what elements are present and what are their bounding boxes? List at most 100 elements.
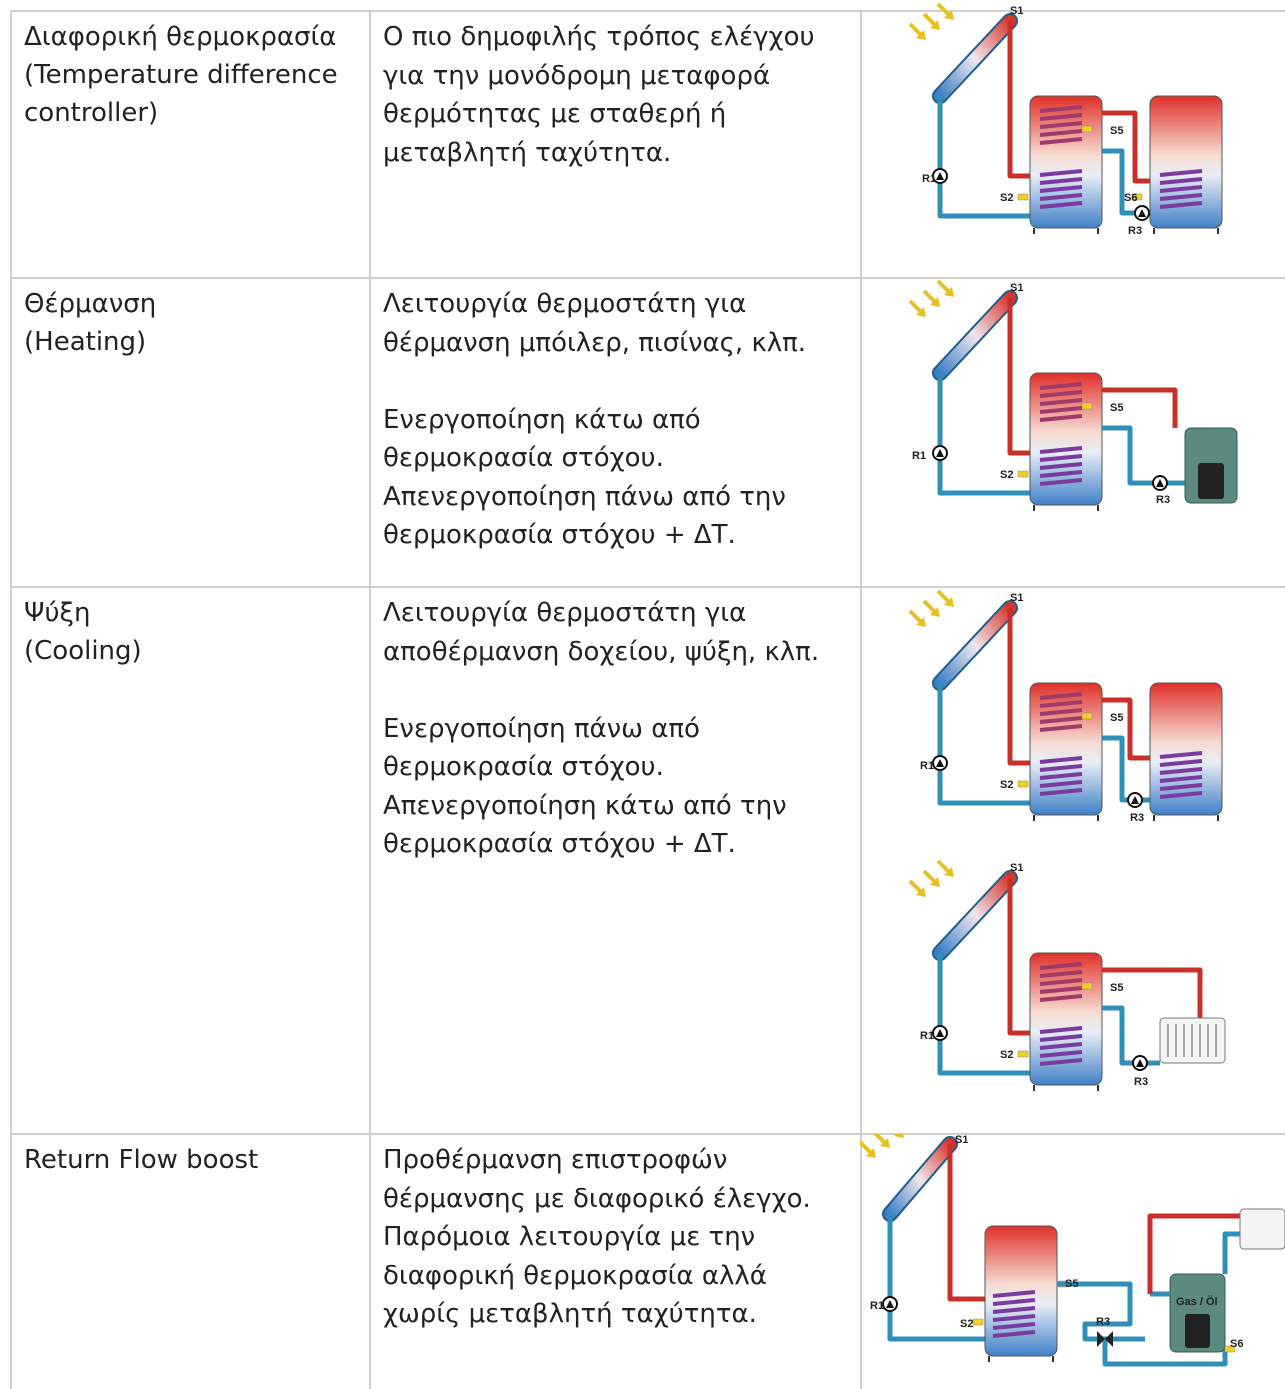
heat-exchanger-coil — [1039, 390, 1083, 398]
diagram-label: S1 — [955, 1134, 968, 1146]
description-line: θερμοκρασία στόχου + ΔΤ. — [383, 520, 736, 550]
heat-exchanger-coil — [1039, 1026, 1083, 1034]
description-line: Ο πιο δημοφιλής τρόπος ελέγχου — [383, 22, 815, 52]
heat-exchanger-coil — [1039, 462, 1083, 470]
diagram-label: S2 — [1000, 1049, 1013, 1061]
sun-ray-head — [866, 1148, 876, 1158]
heat-exchanger-coil — [1039, 137, 1083, 145]
diagram-label: S5 — [1110, 982, 1123, 994]
pipe — [1007, 608, 1035, 766]
heat-exchanger-coil — [992, 1306, 1036, 1314]
heat-exchanger-coil — [1039, 446, 1083, 454]
pipe — [1102, 697, 1160, 761]
diagram-label: S2 — [1000, 779, 1013, 791]
diagram-label: S5 — [1110, 712, 1123, 724]
description-line: Προθέρμανση επιστροφών — [383, 1145, 728, 1175]
pump-arrow — [1131, 796, 1139, 804]
heat-exchanger-coil — [1039, 201, 1083, 209]
sensor — [1017, 470, 1029, 478]
diagram-label: S2 — [1000, 469, 1013, 481]
diagram-label: S2 — [1000, 192, 1013, 204]
diagram-label: S2 — [960, 1318, 973, 1330]
sensor — [972, 1318, 984, 1326]
diagram-label: R3 — [1130, 812, 1144, 824]
description-line: χωρίς μεταβλητή ταχύτητα. — [383, 1299, 757, 1329]
column-border — [860, 10, 862, 1389]
mode-name: Διαφορική θερμοκρασία — [24, 22, 337, 52]
mode-name: (Temperature difference — [24, 60, 338, 90]
mode-name: Ψύξη — [24, 598, 91, 628]
radiator — [1239, 1208, 1285, 1250]
heat-exchanger-coil — [1039, 454, 1083, 462]
pipe — [937, 373, 1035, 496]
heat-exchanger-coil — [1039, 724, 1083, 732]
heat-exchanger-coil — [1039, 978, 1083, 986]
mode-name: (Cooling) — [24, 636, 142, 666]
column-border — [369, 10, 371, 1389]
pipe — [1102, 110, 1160, 184]
mode-name: Return Flow boost — [24, 1145, 259, 1175]
collector — [934, 292, 1016, 379]
heat-exchanger-coil — [1159, 751, 1203, 759]
sun-ray-head — [944, 597, 954, 607]
heat-exchanger-coil — [1039, 129, 1083, 137]
heat-exchanger-coil — [1039, 708, 1083, 716]
heat-exchanger-coil — [1039, 1034, 1083, 1042]
system-diagram: S1 S5 R1 S2 R3 — [908, 859, 1226, 1091]
pump-arrow — [886, 1300, 894, 1308]
diagram-label: S6 — [1124, 192, 1137, 204]
diagram-label: R1 — [912, 450, 926, 462]
heat-exchanger-coil — [1159, 759, 1203, 767]
pipe — [1102, 1339, 1228, 1367]
heat-exchanger-coil — [992, 1298, 1036, 1306]
heat-exchanger-coil — [1039, 970, 1083, 978]
heat-exchanger-coil — [1159, 767, 1203, 775]
heat-exchanger-coil — [992, 1314, 1036, 1322]
sun-ray-head — [930, 877, 940, 887]
diagram-label: Gas / Öl — [1176, 1295, 1218, 1308]
pump-arrow — [1136, 1059, 1144, 1067]
pump-arrow — [1138, 209, 1146, 217]
pipe — [1102, 1005, 1160, 1066]
sun-ray-head — [944, 287, 954, 297]
heat-exchanger-coil — [1039, 1058, 1083, 1066]
heat-exchanger-coil — [1039, 121, 1083, 129]
heat-exchanger-coil — [1039, 692, 1083, 700]
pipe — [1102, 967, 1203, 1018]
description-line: Παρόμοια λειτουργία με την — [383, 1222, 756, 1252]
sensor — [1017, 780, 1029, 788]
mixing-valve — [1097, 1331, 1113, 1347]
heat-exchanger-coil — [1159, 177, 1203, 185]
sun-ray-head — [916, 30, 926, 40]
sensor — [1017, 1050, 1029, 1058]
sensor — [1081, 125, 1093, 133]
pipe — [1007, 21, 1035, 179]
row-border — [10, 10, 1285, 12]
sensor — [1081, 712, 1093, 720]
sensor — [1131, 193, 1143, 201]
heat-exchanger-coil — [1039, 1042, 1083, 1050]
storage-tank — [984, 1225, 1058, 1357]
pipe — [887, 1214, 985, 1342]
heat-exchanger-coil — [992, 1322, 1036, 1330]
heat-exchanger-coil — [1159, 193, 1203, 201]
mode-name: (Heating) — [24, 327, 147, 357]
sun-ray-head — [930, 607, 940, 617]
heat-exchanger-coil — [1159, 783, 1203, 791]
heat-exchanger-coil — [1039, 470, 1083, 478]
diagram-label: S5 — [1110, 402, 1123, 414]
system-diagram: S1 S5 R1 S2 R3 Gas / Öl S6 — [860, 1134, 1285, 1367]
diagram-label: R1 — [870, 1300, 884, 1312]
row-border — [10, 586, 1285, 588]
heat-exchanger-coil — [992, 1290, 1036, 1298]
sun-ray-head — [880, 1138, 890, 1148]
heat-exchanger-coil — [1039, 756, 1083, 764]
diagram-label: S6 — [1230, 1338, 1243, 1350]
heat-exchanger-coil — [1159, 201, 1203, 209]
heat-exchanger-coil — [992, 1330, 1036, 1338]
pipe — [1007, 298, 1035, 456]
collector — [934, 15, 1016, 102]
description-line: για την μονόδρομη μεταφορά — [383, 60, 771, 91]
collector — [884, 1138, 956, 1220]
